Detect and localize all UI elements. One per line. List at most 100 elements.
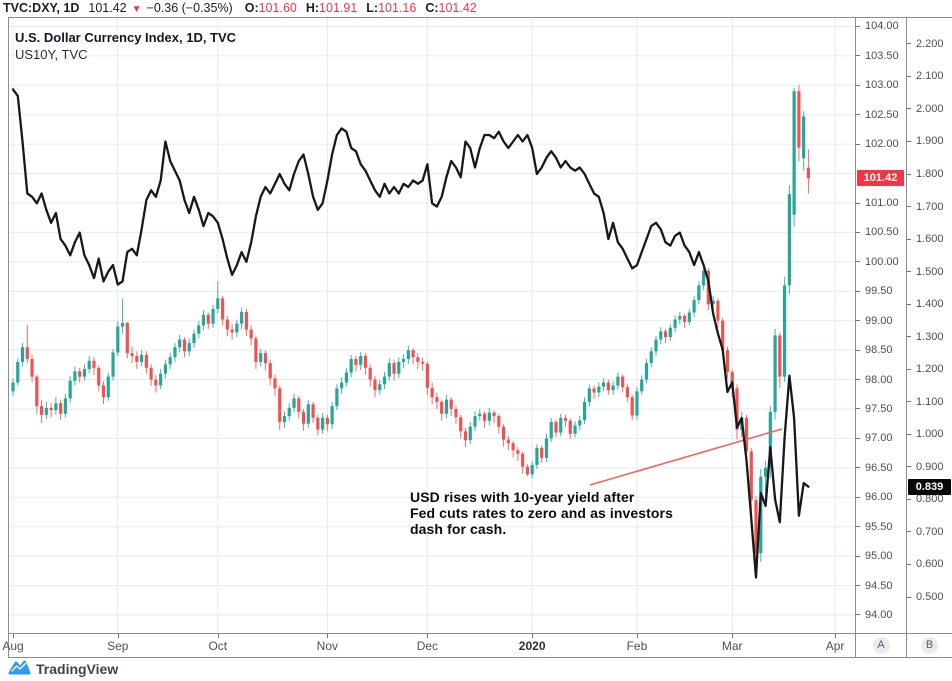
dxy-axis-label: 99.00 — [865, 314, 893, 327]
dxy-axis-tick — [856, 555, 860, 557]
us10y-axis-tick — [907, 43, 911, 45]
dxy-axis-tick — [856, 585, 860, 587]
us10y-axis-label: 2.000 — [916, 102, 944, 115]
us10y-axis-tick — [907, 433, 911, 435]
time-axis-label: Sep — [107, 639, 129, 653]
time-axis-label: Mar — [721, 639, 743, 653]
us10y-axis-label: 0.800 — [916, 493, 944, 506]
time-axis-tick — [117, 634, 119, 638]
open-label: O: — [244, 1, 259, 15]
dxy-axis-label: 102.50 — [865, 108, 899, 121]
dxy-axis-label: 101.00 — [865, 197, 899, 209]
grid-lines — [9, 18, 856, 634]
low-label: L: — [366, 1, 379, 15]
us10y-axis-tick — [907, 206, 911, 208]
low-value: 101.16 — [378, 1, 417, 15]
scale-a-button[interactable]: A — [872, 637, 890, 654]
us10y-axis-label: 1.800 — [916, 168, 944, 180]
time-axis-tick — [13, 634, 14, 638]
us10y-axis-label: 0.600 — [916, 558, 944, 571]
us10y-axis-label: 1.400 — [916, 298, 944, 311]
dxy-axis-tick — [856, 261, 860, 263]
scale-b-button[interactable]: B — [921, 637, 938, 654]
us10y-axis-tick — [907, 238, 911, 240]
scale-corner-a: A — [855, 633, 906, 658]
dxy-axis-label: 100.50 — [865, 226, 899, 239]
dxy-axis-label: 95.50 — [865, 520, 893, 533]
us10y-axis-tick — [907, 498, 911, 500]
dxy-axis-tick — [856, 25, 860, 27]
us10y-axis-label: 1.100 — [916, 395, 944, 408]
price-scale-us10y[interactable]: 2.200 2.100 2.000 1.900 1.800 1.700 1.600 1.500… — [906, 17, 952, 634]
time-axis[interactable]: Aug Sep Oct Nov Dec 2020 Feb Mar Apr — [2, 633, 856, 658]
time-axis-tick — [532, 634, 534, 638]
dxy-axis-label: 97.50 — [865, 402, 893, 415]
scale-corner-b: B — [906, 633, 952, 658]
chart-plot-area[interactable]: U.S. Dollar Currency Index, 1D, TVC US10… — [8, 17, 856, 634]
us10y-axis-tick — [907, 336, 911, 338]
symbol-name[interactable]: TVC:DXY, 1D — [3, 1, 80, 15]
dxy-axis-label: 103.50 — [865, 49, 899, 62]
dxy-axis-label: 102.00 — [865, 138, 899, 151]
dxy-axis-label: 94.50 — [865, 579, 893, 592]
price-change: −0.36 (−0.35%) — [146, 1, 233, 15]
dxy-axis-tick — [856, 379, 860, 381]
dxy-axis-tick — [856, 55, 860, 57]
dxy-axis-label: 103.00 — [865, 79, 899, 92]
time-axis-tick — [636, 634, 638, 638]
us10y-axis-tick — [907, 368, 911, 370]
dxy-axis-tick — [856, 84, 860, 86]
us10y-axis-tick — [907, 466, 911, 468]
us10y-axis-label: 0.700 — [916, 525, 944, 538]
tradingview-brand-text[interactable]: TradingView — [36, 661, 119, 677]
us10y-axis-tick — [907, 401, 911, 403]
tradingview-logo-icon[interactable] — [8, 659, 31, 680]
price-scale-dxy[interactable]: 104.00 103.50 103.00 102.50 102.00 101.00 100.… — [855, 17, 906, 634]
dxy-axis-tick — [856, 437, 860, 439]
dxy-axis-tick — [856, 143, 860, 145]
dxy-axis-tick — [856, 202, 860, 204]
last-price-tag-us10y: 0.839 — [908, 479, 951, 495]
dxy-axis-label: 104.00 — [865, 20, 899, 33]
us10y-axis-tick — [907, 140, 911, 142]
time-axis-label: Feb — [626, 639, 648, 653]
us10y-axis-tick — [907, 596, 911, 598]
dxy-axis-label: 95.00 — [865, 550, 893, 563]
legend-dxy[interactable]: U.S. Dollar Currency Index, 1D, TVC — [15, 30, 237, 45]
dxy-axis-label: 94.00 — [865, 608, 893, 621]
dxy-axis-tick — [856, 496, 860, 498]
us10y-axis-label: 0.500 — [916, 591, 944, 604]
us10y-line-series — [11, 88, 810, 579]
legend-us10y[interactable]: US10Y, TVC — [15, 47, 88, 62]
us10y-axis-tick — [907, 271, 911, 273]
annotation-line-2: Fed cuts rates to zero and as investors — [410, 505, 673, 521]
time-axis-tick — [217, 634, 219, 638]
us10y-axis-label: 2.200 — [916, 37, 944, 50]
dxy-axis-tick — [856, 408, 860, 410]
time-axis-label: 2020 — [518, 639, 546, 653]
high-label: H: — [305, 1, 320, 15]
time-axis-label: Nov — [316, 639, 339, 653]
dxy-axis-tick — [856, 526, 860, 528]
last-price-tag-dxy: 101.42 — [857, 170, 904, 186]
chart-annotation-text: USD rises with 10-year yield after Fed c… — [410, 489, 673, 537]
time-axis-tick — [732, 634, 734, 638]
us10y-axis-label: 1.700 — [916, 200, 944, 213]
us10y-axis-label: 1.900 — [916, 135, 944, 148]
us10y-axis-label: 1.000 — [916, 428, 944, 441]
dxy-axis-label: 99.50 — [865, 285, 893, 298]
dxy-axis-tick — [856, 320, 860, 322]
dxy-axis-label: 97.00 — [865, 432, 893, 445]
symbol-info-bar: TVC:DXY, 1D 101.42 ▼ −0.36 (−0.35%) O:101.60… — [3, 0, 486, 16]
dxy-axis-tick — [856, 231, 860, 233]
chart-canvas[interactable] — [9, 18, 856, 634]
us10y-axis-label: 1.600 — [916, 233, 944, 246]
dxy-axis-label: 100.00 — [865, 255, 899, 268]
us10y-axis-label: 1.300 — [916, 330, 944, 343]
time-axis-tick — [327, 634, 329, 638]
close-value: 101.42 — [438, 1, 477, 15]
open-value: 101.60 — [258, 1, 297, 15]
time-axis-tick — [835, 634, 837, 638]
us10y-axis-tick — [907, 108, 911, 110]
